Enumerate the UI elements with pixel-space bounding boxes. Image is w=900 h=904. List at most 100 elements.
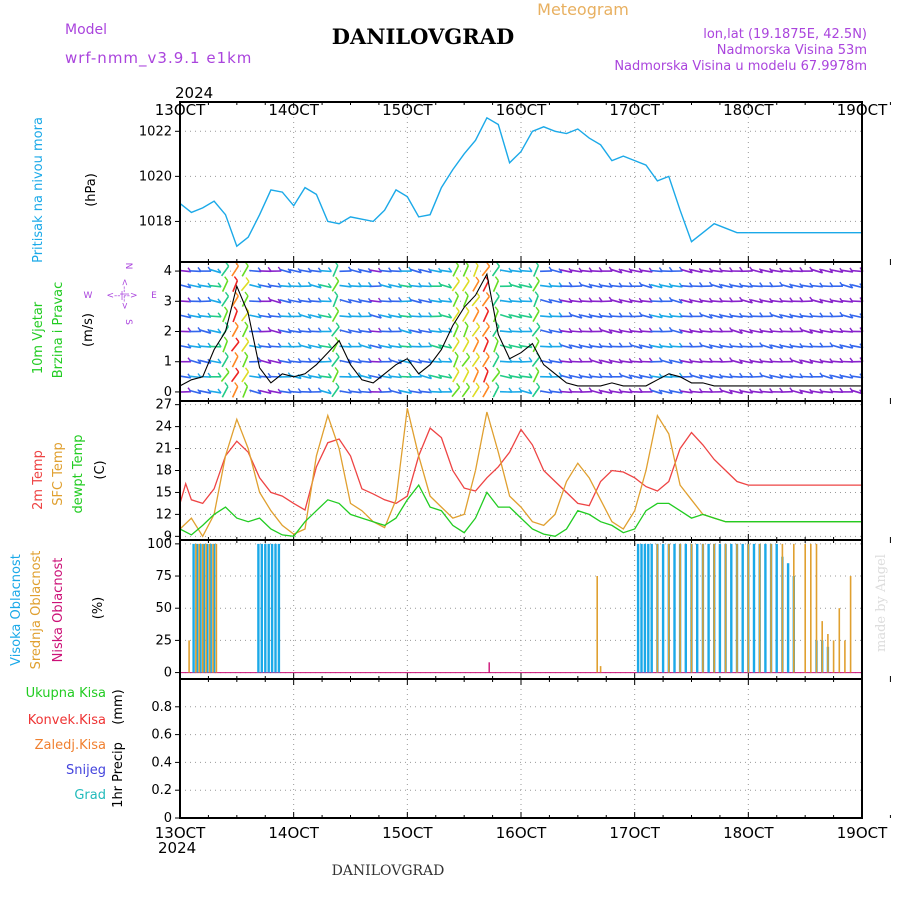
ytick-label: 3 [164,294,172,309]
wind-barb [223,341,227,352]
cloud-mid-bar [833,640,835,672]
ytick-label: 0 [164,666,172,681]
wind-barb-tick [485,307,488,311]
wind-barb [520,271,532,272]
wind-barb-tick [485,367,488,371]
cloud-high-bar [264,544,266,673]
wind-barb-tick [465,322,468,326]
wind-barb [232,326,238,336]
wind-barb-tick [335,367,338,371]
ytick-label: 1018 [139,214,172,229]
wind-barb [472,327,479,337]
cloud-mid-bar [770,544,772,673]
wind-barb-tick [476,307,479,311]
wind-barb-tick [456,368,459,372]
wind-barb-tick [335,337,338,341]
xtick-label-top: 15OCT [382,101,433,119]
wind-barb [333,311,339,321]
cloud-high-bar [274,544,276,673]
cloud-mid-bar [679,544,681,673]
cloud-mid-bar [188,640,190,672]
cloud-mid-bar [816,544,818,673]
xtick-label-top: 14OCT [268,101,319,119]
wind-barb [454,356,458,367]
wind-barb-tick [475,367,478,371]
cloud-high-bar [707,544,709,673]
ytick-label: 1020 [139,169,172,184]
ytick-label: 4 [164,264,172,279]
wind-barb-tick [336,307,339,311]
cloud-high-bar [662,544,664,673]
wind-barb-tick [486,323,489,327]
xtick-label-bottom: 15OCT [382,824,433,842]
wind-barb [243,386,248,397]
cloud-unit: (%) [91,597,106,620]
wind-barb-tick [455,352,458,356]
wind-barb [332,387,339,397]
cloud-mid-bar [202,544,204,673]
temp-line-temp2m [180,428,862,510]
cloud-high-bar [685,544,687,673]
ytick-label: 27 [155,398,172,413]
wind-barb [463,266,468,277]
wind-barb-tick [226,368,229,372]
wind-barb-tick [536,277,539,281]
cloud-mid-bar [736,544,738,673]
wind-barb-tick [236,368,239,372]
cloud-mid-bar [821,621,823,673]
wind-barb [462,357,469,366]
cloud-high-bar [637,544,639,673]
wind-barb-tick [235,292,238,296]
wind-barb-tick [225,277,228,281]
wind-barb [332,281,338,291]
wind-barb-tick [455,322,458,326]
wind-barb [332,327,340,336]
wind-barb-tick [225,307,228,311]
wind-barb [232,372,239,382]
wind-barb [533,387,540,397]
cloud-ylabel-2: Srednja Oblacnost [29,551,44,670]
cloud-high-bar [651,544,653,673]
year-top: 2024 [175,84,213,102]
cloud-mid-bar [199,544,201,673]
compass-south: S [123,319,133,325]
wind-barb-tick [235,322,238,326]
wind-barb-tick [496,292,499,296]
wind-barb [222,266,229,276]
page-subtitle: Meteogram [537,0,629,19]
wind-barb [242,372,249,382]
wind-barb [452,281,459,291]
wind-barb-tick [336,353,339,357]
wind-barbs [179,262,863,398]
wind-barb [483,357,489,367]
ytick-label: 100 [147,537,172,552]
cloud-mid-bar [844,640,846,672]
wind-barb [493,296,500,306]
wind-barb [532,357,539,367]
wind-barb [482,296,489,306]
wind-barb-tick [496,353,499,357]
wind-barb [463,372,469,383]
cloud-high-bar [268,544,270,673]
cloud-mid-bar [748,544,750,673]
wind-barb [493,387,499,398]
wind-barb [453,372,459,382]
cloud-high-bar [647,544,649,673]
precip-legend-total: Ukupna Kisa [26,686,106,701]
cloud-high-bar [776,544,778,673]
ytick-label: 0.2 [151,783,172,798]
wind-barb [221,372,229,381]
wind-barb [534,296,538,307]
ytick-label: 15 [155,485,172,500]
wind-barb-tick [457,383,460,387]
compass-north: N [123,263,133,270]
wind-barb-tick [477,323,480,327]
cloud-mid-bar [850,576,852,673]
wind-barb [483,281,488,292]
compass-arrows-ew: <--|--> [106,291,137,301]
cloud-mid-bar [205,544,207,673]
ytick-label: 0.4 [151,755,172,770]
wind-barb [332,357,339,367]
wind-barb [222,296,229,306]
